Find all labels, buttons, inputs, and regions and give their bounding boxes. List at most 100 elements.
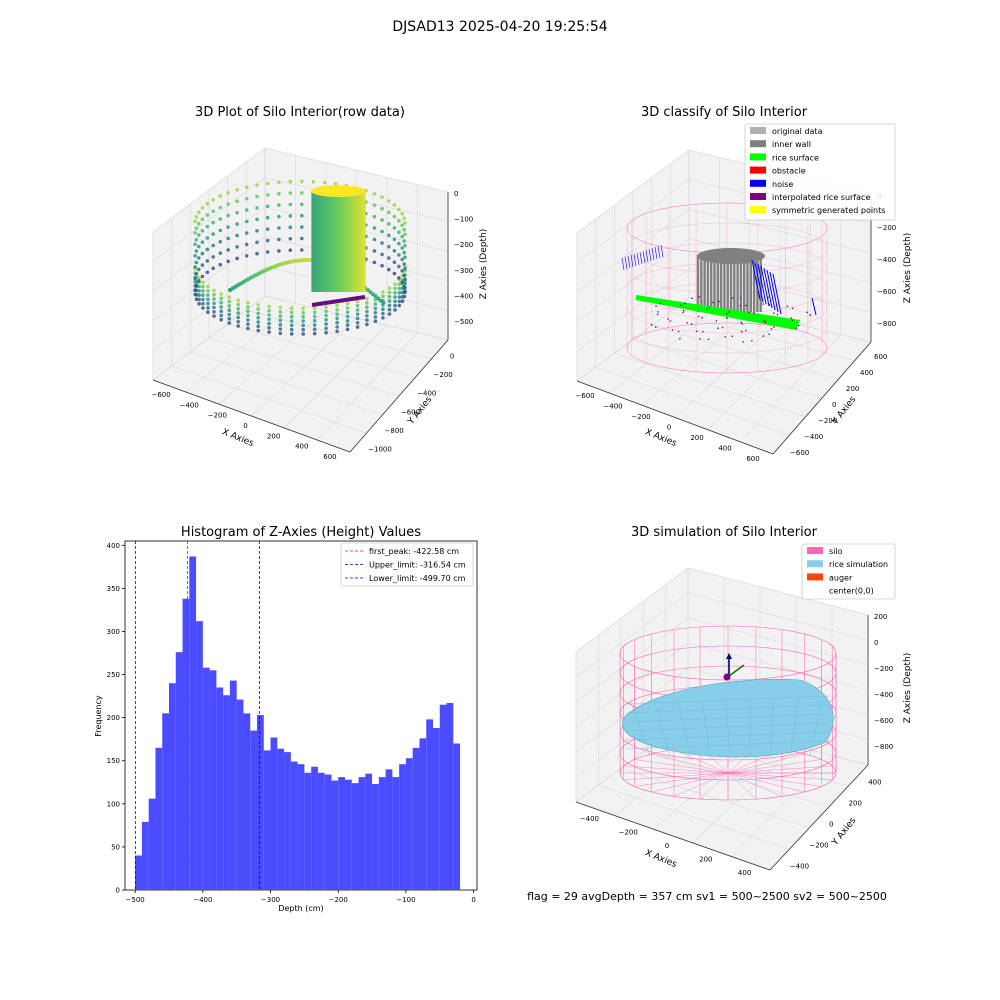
data-point [403,266,407,271]
data-point [380,206,384,211]
x-tick-label: −400 [180,401,199,409]
histogram-title: Histogram of Z-Axies (Height) Values [181,525,421,540]
data-point [324,305,328,309]
x-axis-line [152,379,351,453]
interp-point [751,340,753,342]
data-point [206,301,210,306]
legend-swatch [807,547,823,554]
x-tick-label: −600 [151,391,170,399]
data-point [200,240,205,244]
y-tick-label: 200 [849,800,862,808]
data-point [211,209,215,213]
histogram-bar [453,743,461,890]
data-point [244,254,249,258]
grid-line [575,667,689,753]
histogram-bar [399,764,406,890]
data-point [226,202,230,206]
interp-point [776,313,779,316]
histogram-bar [324,774,332,890]
data-point [402,239,407,243]
panel-histogram: Histogram of Z-Axies (Height) Values −50… [94,525,478,913]
data-point [194,297,199,302]
data-point [211,220,215,225]
interp-point [677,330,680,333]
data-point [255,217,259,222]
interp-point [697,315,700,318]
data-point [201,306,205,310]
x-tick-label: 600 [746,455,759,463]
data-point [355,312,360,317]
histogram-bar [317,772,325,890]
data-point [312,327,317,332]
silo-floor-spoke [699,772,729,800]
data-point [277,180,281,185]
data-point [345,323,350,327]
interp-point [686,322,689,324]
data-point [197,284,201,289]
histogram-bar [189,556,197,890]
data-point [226,225,230,229]
data-point [226,236,230,241]
x-axis-line [576,380,774,455]
rice-mesh-line [625,695,831,705]
data-point [256,328,261,333]
data-point [205,247,210,252]
data-point [400,269,405,273]
data-point [226,259,230,264]
histogram-bar [263,750,271,890]
histogram-bar [182,598,190,890]
data-point [301,306,306,311]
data-point [289,327,294,332]
interp-point [726,317,728,319]
data-point [277,237,281,242]
rice-mesh-line [629,699,651,757]
data-point [335,312,339,317]
histogram-bar [290,761,298,890]
data-point [393,303,397,308]
legend-swatch [750,193,766,200]
rice-surface-point [636,295,800,330]
noise-point [624,256,628,270]
legend-label: inner wall [772,140,811,149]
data-point [397,291,402,295]
grid-line [575,642,689,728]
interp-point [762,303,764,305]
interp-point [745,304,747,307]
data-point [402,285,407,289]
histogram-bar [148,798,156,890]
y-tick-label: 0 [829,821,833,829]
interp-point [731,335,734,338]
data-point [246,313,250,318]
data-point [219,300,223,305]
legend-label: auger [829,573,853,582]
data-point [387,199,391,203]
interp-point [763,319,765,322]
histogram-bars [135,556,461,890]
legend-label: rice simulation [829,560,888,569]
panel-classify-title: 3D classify of Silo Interior [641,105,808,120]
noise-point [642,250,646,264]
noise-point [772,273,782,315]
histogram-bar [358,777,366,890]
data-point [300,225,304,229]
interp-point [669,320,672,322]
data-point [267,317,271,322]
x-tick-label: −100 [396,896,415,904]
y-tick-label: −400 [790,863,809,871]
data-point [402,227,407,232]
legend-label: Lower_limit: -499.70 cm [369,574,466,583]
x-tick-label: 0 [667,424,671,432]
x-tick-label: −600 [575,392,594,400]
y-tick-label: −600 [401,408,420,416]
data-point [193,279,197,284]
data-point [372,237,377,242]
data-point [197,276,201,280]
interp-point [702,331,704,333]
data-point [355,321,360,325]
x-tick-label: −500 [126,896,145,904]
noise-point [633,253,637,267]
data-point [380,218,384,222]
data-point [397,264,401,269]
data-point [246,318,250,322]
rice-mesh-line [625,740,831,750]
